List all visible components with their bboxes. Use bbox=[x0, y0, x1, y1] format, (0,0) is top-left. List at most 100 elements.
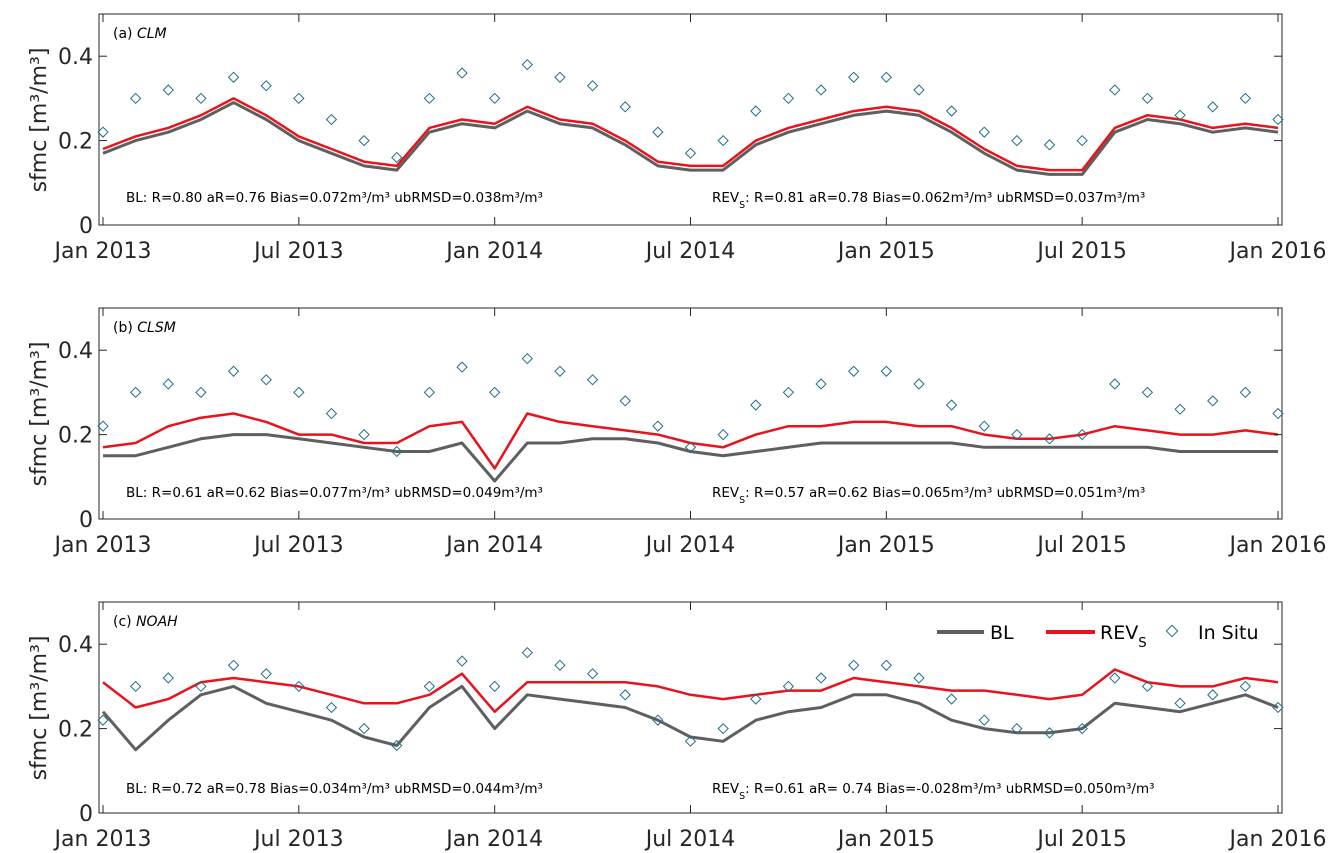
insitu-point bbox=[1011, 428, 1023, 441]
insitu-point bbox=[1207, 101, 1219, 113]
insitu-point bbox=[195, 386, 207, 399]
y-ticks: 0 0.2 0.4 bbox=[58, 633, 1282, 827]
insitu-point bbox=[1011, 722, 1023, 735]
insitu-point bbox=[1174, 403, 1186, 415]
y-tick-label: 0.2 bbox=[58, 718, 93, 743]
insitu-point bbox=[1011, 134, 1023, 147]
x-tick-label: Jul 2014 bbox=[644, 533, 736, 558]
axes-frame bbox=[98, 601, 1283, 814]
y-tick-label: 0 bbox=[79, 508, 93, 533]
insitu-point bbox=[815, 672, 827, 684]
insitu-point bbox=[554, 659, 566, 671]
insitu-point bbox=[129, 386, 142, 399]
axes-frame bbox=[98, 13, 1283, 226]
insitu-point bbox=[619, 395, 631, 407]
legend-swatch-insitu bbox=[1165, 624, 1179, 638]
y-ticks: 0 0.2 0.4 bbox=[58, 45, 1282, 239]
x-tick-label: Jan 2014 bbox=[444, 827, 543, 852]
insitu-point bbox=[684, 147, 697, 159]
insitu-point bbox=[945, 399, 958, 411]
y-axis-label: sfmc [m³/m³] bbox=[27, 342, 52, 487]
x-tick-label: Jul 2014 bbox=[644, 239, 736, 264]
insitu-point bbox=[1141, 386, 1154, 399]
x-tick-label: Jul 2015 bbox=[1035, 827, 1127, 852]
series-line-revs bbox=[102, 668, 1279, 713]
insitu-point bbox=[260, 80, 272, 92]
x-tick-label: Jan 2013 bbox=[53, 533, 152, 558]
insitu-point bbox=[978, 126, 990, 138]
insitu-point bbox=[1174, 697, 1186, 709]
y-tick-label: 0 bbox=[79, 802, 93, 827]
x-tick-label: Jul 2013 bbox=[252, 239, 344, 264]
insitu-point bbox=[358, 428, 370, 441]
insitu-point bbox=[162, 672, 174, 684]
panel-title: (a) CLM bbox=[113, 26, 167, 42]
insitu-point bbox=[195, 92, 207, 105]
insitu-point bbox=[456, 361, 468, 373]
insitu-point bbox=[293, 386, 305, 399]
x-ticks: Jan 2013 Jul 2013 Jan 2014 Jul 2014 Jan 2015… bbox=[53, 308, 1326, 558]
insitu-point bbox=[750, 693, 762, 705]
insitu-point bbox=[1076, 722, 1088, 735]
insitu-point bbox=[1239, 680, 1252, 693]
insitu-point bbox=[129, 680, 142, 693]
insitu-point bbox=[97, 126, 109, 138]
insitu-point bbox=[880, 365, 892, 377]
insitu-point bbox=[489, 92, 501, 105]
y-tick-label: 0.2 bbox=[58, 130, 93, 155]
insitu-point bbox=[521, 58, 533, 71]
insitu-point bbox=[750, 105, 762, 117]
insitu-point bbox=[1076, 134, 1088, 147]
insitu-point bbox=[586, 374, 599, 386]
stats-bl: BL: R=0.72 aR=0.78 Bias=0.034m³/m³ ubRMS… bbox=[126, 781, 543, 797]
stats-revs: REVS: R=0.81 aR=0.78 Bias=0.062m³/m³ ubR… bbox=[712, 190, 1145, 211]
insitu-point bbox=[782, 92, 795, 105]
insitu-point bbox=[1109, 84, 1121, 96]
x-tick-label: Jan 2015 bbox=[836, 827, 935, 852]
insitu-point bbox=[619, 101, 631, 113]
x-tick-label: Jul 2014 bbox=[644, 827, 736, 852]
insitu-point bbox=[1043, 139, 1056, 151]
y-tick-label: 0.4 bbox=[58, 45, 93, 70]
series-layer bbox=[97, 58, 1284, 176]
x-tick-label: Jul 2013 bbox=[252, 827, 344, 852]
insitu-point bbox=[848, 71, 860, 83]
insitu-point bbox=[684, 441, 697, 453]
insitu-point bbox=[325, 701, 338, 714]
insitu-point bbox=[815, 84, 827, 96]
insitu-point bbox=[1239, 92, 1252, 105]
insitu-point bbox=[162, 378, 174, 390]
series-layer bbox=[97, 646, 1284, 752]
insitu-point bbox=[521, 352, 533, 365]
insitu-point bbox=[782, 680, 795, 693]
series-line-revs bbox=[102, 97, 1279, 172]
insitu-point bbox=[978, 420, 990, 432]
insitu-point bbox=[652, 420, 664, 432]
y-tick-label: 0.4 bbox=[58, 339, 93, 364]
insitu-point bbox=[489, 386, 501, 399]
insitu-point bbox=[325, 113, 338, 126]
insitu-point bbox=[978, 714, 990, 726]
insitu-point bbox=[1043, 727, 1056, 739]
insitu-point bbox=[129, 92, 142, 105]
stats-bl: BL: R=0.80 aR=0.76 Bias=0.072m³/m³ ubRMS… bbox=[126, 190, 543, 206]
insitu-point bbox=[913, 672, 925, 684]
insitu-point bbox=[586, 668, 599, 680]
insitu-point bbox=[717, 722, 729, 735]
y-tick-label: 0 bbox=[79, 214, 93, 239]
insitu-point bbox=[97, 714, 109, 726]
x-tick-label: Jul 2015 bbox=[1035, 239, 1127, 264]
insitu-point bbox=[1272, 701, 1284, 714]
insitu-point bbox=[325, 407, 338, 420]
insitu-point bbox=[227, 71, 240, 83]
x-tick-label: Jan 2015 bbox=[836, 533, 935, 558]
insitu-point bbox=[1174, 109, 1186, 121]
panel-title: (b) CLSM bbox=[113, 320, 176, 336]
insitu-point bbox=[913, 378, 925, 390]
x-tick-label: Jul 2013 bbox=[252, 533, 344, 558]
insitu-point bbox=[423, 386, 436, 399]
insitu-point bbox=[1141, 92, 1154, 105]
insitu-point bbox=[391, 445, 403, 458]
insitu-point bbox=[815, 378, 827, 390]
